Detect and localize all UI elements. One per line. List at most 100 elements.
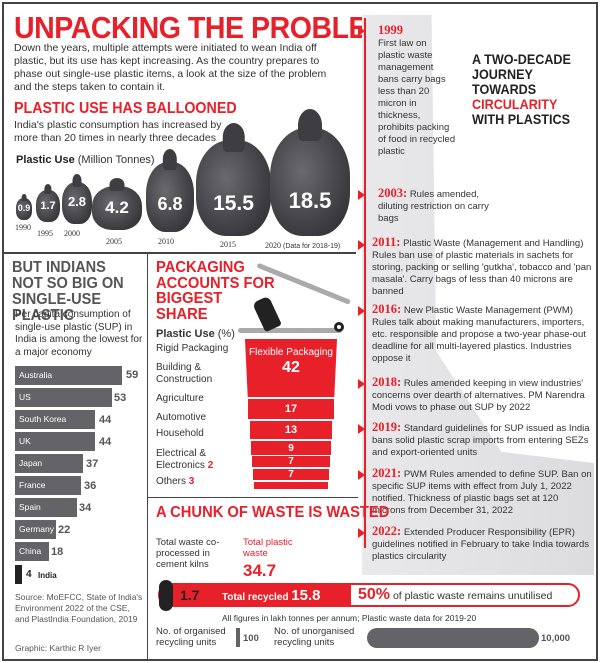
timeline-marker xyxy=(358,306,365,316)
bag-2015: 15.5 xyxy=(196,122,271,236)
timeline-marker xyxy=(358,190,365,200)
bag-2010: 6.8 xyxy=(146,149,194,232)
ballooned-heading: PLASTIC USE HAS BALLOONED xyxy=(14,100,237,117)
bin-rim xyxy=(238,328,342,333)
value: 59 xyxy=(126,369,139,381)
segment-electrical-others xyxy=(254,482,328,490)
bar-south-korea: South Korea xyxy=(15,410,95,429)
timeline-event-1999: 1999 First law on plastic waste managemen… xyxy=(378,23,456,157)
timeline-event-2016: 2016: New Plastic Waste Management (PWM)… xyxy=(372,302,586,364)
timeline-event-2003: 2003: Rules amended, diluting restrictio… xyxy=(378,186,489,224)
total-plastic-value: 34.7 xyxy=(243,561,277,580)
bar-spain: Spain xyxy=(15,498,77,517)
timeline-event-2022: 2022: Extended Producer Responsibility (… xyxy=(372,524,590,562)
timeline-event-2021: 2021: PWM Rules amended to define SUP. B… xyxy=(372,466,592,516)
label-bold: Plastic Use xyxy=(16,154,75,166)
bag-2005: 4.2 xyxy=(92,178,142,230)
label-rigid: Rigid Packaging xyxy=(156,343,229,354)
hinge-icon xyxy=(334,322,344,332)
segment-household: 7 xyxy=(253,469,329,481)
timeline-marker xyxy=(358,26,365,36)
total-plastic-label: Total plastic waste xyxy=(243,537,293,559)
bar-uk: UK xyxy=(15,432,95,451)
organised-bar xyxy=(236,628,240,647)
year-label: 2010 xyxy=(158,237,174,246)
sup-subtitle: Per capita consumption of single-use pla… xyxy=(15,309,143,358)
divider xyxy=(4,252,356,254)
timeline-line xyxy=(364,18,366,548)
bar-france: France xyxy=(15,476,81,495)
kiln-value: 1.7 xyxy=(180,587,200,603)
timeline-heading: A TWO-DECADE JOURNEY TOWARDS CIRCULARITY W… xyxy=(472,51,571,127)
bag-2000: 2.8 xyxy=(62,174,92,224)
value: 18 xyxy=(51,546,64,558)
waste-heading: A CHUNK OF WASTE IS WASTED xyxy=(156,504,390,521)
timeline-marker xyxy=(358,528,365,538)
year-label: 1995 xyxy=(37,229,53,238)
bar-us: US xyxy=(15,388,112,407)
bar-china: China xyxy=(15,542,49,561)
label-electrical: Electrical & Electronics 2 xyxy=(156,448,214,471)
organised-value: 100 xyxy=(243,633,259,644)
unutilised-text: 50% of plastic waste remains unutilised xyxy=(358,586,553,603)
segment-automotive: 7 xyxy=(252,456,330,468)
value: 4 xyxy=(26,569,32,580)
bag-1995: 1.7 xyxy=(36,184,60,222)
ballooned-subtitle: India's plastic consumption has increase… xyxy=(14,119,222,144)
unorganised-label: No. of unorganised recycling units xyxy=(274,626,355,648)
timeline-marker xyxy=(358,240,365,250)
kiln-label: Total waste co-processed in cement kilns xyxy=(156,537,220,570)
year-label: 2005 xyxy=(106,237,122,246)
timeline-event-2018: 2018: Rules amended keeping in view indu… xyxy=(372,375,585,413)
kiln-bar xyxy=(159,580,173,611)
year-label: 1990 xyxy=(15,223,31,232)
segment-building: 13 xyxy=(250,421,332,440)
footnote: All figures in lakh tonnes per annum; Pl… xyxy=(222,613,477,623)
bag-2020: 18.5 xyxy=(270,108,350,236)
segment-agriculture: 9 xyxy=(251,441,331,456)
value: 44 xyxy=(99,414,112,426)
label-automotive: Automotive xyxy=(156,412,207,423)
label-household: Household xyxy=(156,428,204,439)
value: 37 xyxy=(86,458,99,470)
bar-india xyxy=(15,565,22,584)
india-label: India xyxy=(38,571,57,580)
unorganised-value: 10,000 xyxy=(541,633,571,644)
plastic-use-label: Plastic Use (Million Tonnes) xyxy=(16,154,155,166)
page-title: UNPACKING THE PROBLEM xyxy=(14,10,391,45)
bag-1990: 0.9 xyxy=(16,194,32,220)
timeline-marker xyxy=(358,379,365,389)
timeline-marker xyxy=(358,470,365,480)
timeline-event-2011: 2011: Plastic Waste (Management and Hand… xyxy=(372,235,592,297)
value: 53 xyxy=(114,392,127,404)
divider xyxy=(147,254,148,659)
packaging-heading: PACKAGING ACCOUNTS FOR BIGGEST SHARE xyxy=(156,259,275,323)
year-label: 2000 xyxy=(64,229,80,238)
value: 22 xyxy=(58,524,71,536)
unorganised-bar xyxy=(367,628,539,648)
plastic-use-label: Plastic Use (%) xyxy=(156,328,235,340)
bar-germany: Germany xyxy=(15,520,56,539)
timeline-event-2019: 2019: Standard guidelines for SUP issued… xyxy=(372,420,590,458)
bar-japan: Japan xyxy=(15,454,83,473)
label-agriculture: Agriculture xyxy=(156,393,204,404)
segment-flexible: Flexible Packaging 42 xyxy=(245,339,337,398)
recycled-bar xyxy=(158,583,351,607)
year-label: 2015 xyxy=(220,240,236,249)
year-label: 2020 (Data for 2018-19) xyxy=(265,241,341,250)
bar-australia: Australia xyxy=(15,366,122,385)
value: 44 xyxy=(99,436,112,448)
value: 34 xyxy=(79,502,92,514)
graphic-credit: Graphic: Karthic R Iyer xyxy=(15,643,101,653)
label-unit: (Million Tonnes) xyxy=(77,154,155,166)
intro-text: Down the years, multiple attempts were i… xyxy=(14,42,327,93)
organised-label: No. of organised recycling units xyxy=(156,626,226,648)
recycled-label: Total recycled 15.8 xyxy=(222,587,321,604)
sup-heading: BUT INDIANS NOT SO BIG ON SINGLE-USE PLA… xyxy=(12,259,124,324)
source-text: Source: MoEFCC, State of India's Environ… xyxy=(15,592,143,624)
segment-rigid: 17 xyxy=(248,399,334,420)
timeline-marker xyxy=(358,424,365,434)
divider xyxy=(148,497,358,498)
value: 36 xyxy=(84,480,97,492)
